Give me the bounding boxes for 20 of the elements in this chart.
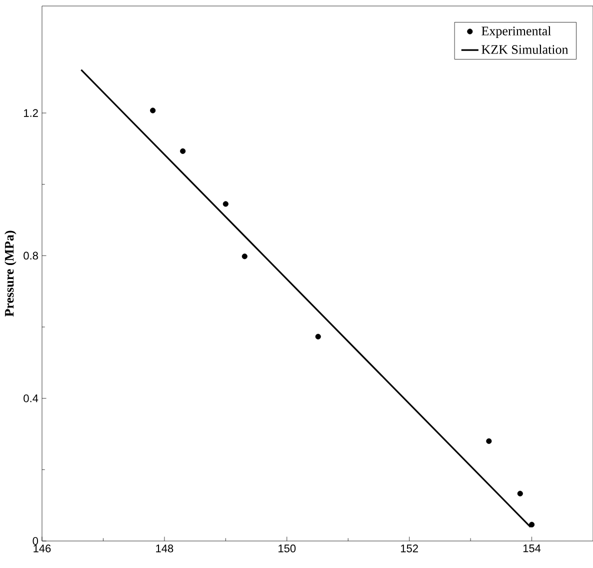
- point: [315, 334, 321, 340]
- x-tick-label: 154: [523, 544, 541, 552]
- point: [222, 201, 228, 207]
- y-tick-label: 0.8: [24, 252, 38, 260]
- x-tick-label: 150: [278, 544, 296, 552]
- y-tick-label: 0: [32, 537, 38, 545]
- legend-label: KZK Simulation: [482, 44, 568, 54]
- x-tick-label: 146: [34, 544, 51, 552]
- y-tick-label: 1.2: [24, 109, 38, 117]
- point: [180, 148, 186, 154]
- point: [528, 522, 535, 528]
- x-tick-label: 152: [400, 544, 418, 552]
- point: [242, 254, 248, 260]
- y-tick-label: 0.4: [24, 394, 38, 402]
- point: [486, 438, 492, 444]
- point: [150, 108, 156, 114]
- point: [517, 490, 523, 496]
- y-axis-title: Pressure (MPa): [4, 230, 16, 317]
- x-tick-label: 148: [156, 544, 174, 552]
- legend-label: Experimental: [482, 26, 552, 38]
